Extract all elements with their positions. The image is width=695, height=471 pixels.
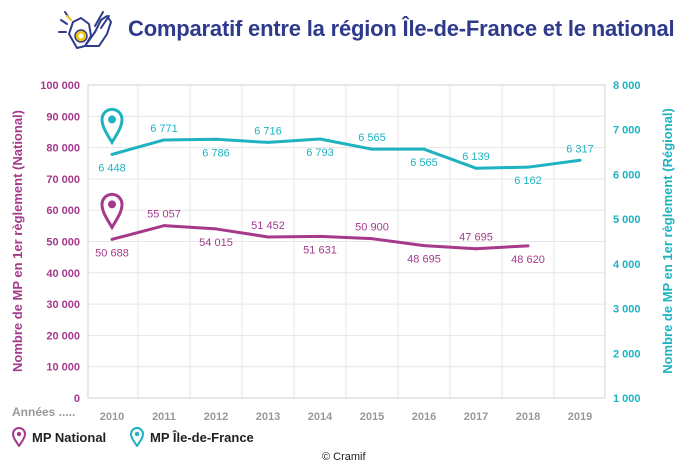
y-right-tick-label: 1 000 [613, 393, 641, 405]
y-right-axis-label: Nombre de MP en 1er règlement (Régional) [660, 108, 675, 374]
y-left-tick-label: 90 000 [46, 111, 80, 123]
data-point [162, 138, 166, 142]
map-pin-outline [100, 192, 124, 231]
data-point [110, 152, 114, 156]
data-label: 6 786 [202, 147, 230, 159]
data-label: 6 162 [514, 175, 542, 187]
series-line-regional [111, 137, 581, 170]
data-point [162, 224, 166, 228]
map-pin-dot [108, 200, 116, 209]
x-tick-label: 2010 [100, 411, 124, 423]
y-right-tick-label: 5 000 [613, 214, 641, 226]
plot-frame [87, 84, 606, 399]
data-point [370, 147, 374, 151]
x-tick-label: 2011 [152, 411, 176, 423]
data-label: 51 452 [251, 220, 285, 232]
y-left-tick-label: 20 000 [46, 330, 80, 342]
data-label: 48 695 [407, 254, 441, 266]
y-right-tick-label: 3 000 [613, 304, 641, 316]
x-tick-label: 2013 [256, 411, 280, 423]
map-pin-dot [108, 115, 116, 124]
x-tick-label: 2015 [360, 411, 384, 423]
data-label: 55 057 [147, 209, 181, 221]
legend-label-regional: MP Île-de-France [150, 429, 254, 445]
page-title: Comparatif entre la région Île-de-France… [128, 16, 675, 41]
y-right-tick-label: 8 000 [613, 80, 641, 92]
x-tick-label: 2012 [204, 411, 228, 423]
data-point [578, 158, 582, 162]
data-point [214, 227, 218, 231]
data-label: 48 620 [511, 254, 545, 266]
data-point [370, 237, 374, 241]
y-right-tick-label: 6 000 [613, 169, 641, 181]
data-point [266, 235, 270, 239]
data-label: 6 139 [462, 151, 490, 163]
x-tick-label: 2014 [308, 411, 333, 423]
x-tick-label: 2019 [568, 411, 592, 423]
y-left-tick-label: 80 000 [46, 143, 80, 155]
data-label: 6 317 [566, 143, 594, 155]
data-point [266, 140, 270, 144]
y-left-tick-label: 60 000 [46, 205, 80, 217]
data-label: 6 448 [98, 162, 126, 174]
data-point [318, 137, 322, 141]
y-left-axis-label: Nombre de MP en 1er règlement (National) [10, 110, 25, 372]
y-left-tick-label: 100 000 [40, 80, 80, 92]
data-point [526, 244, 530, 248]
data-label: 51 631 [303, 244, 337, 256]
data-point [526, 165, 530, 169]
legend-regional: MP Île-de-France [130, 427, 254, 447]
x-axis-label: Années ..... [12, 405, 75, 419]
map-pin-icon [130, 427, 144, 447]
y-left-tick-label: 70 000 [46, 174, 80, 186]
map-pin-icon [100, 192, 124, 231]
map-pin-icon [12, 427, 26, 447]
y-left-tick-label: 40 000 [46, 268, 80, 280]
data-label: 6 793 [306, 147, 334, 159]
copyright: © Cramif [322, 451, 366, 463]
data-point [318, 234, 322, 238]
data-point [422, 147, 426, 151]
data-point [422, 244, 426, 248]
data-label: 50 900 [355, 222, 389, 234]
x-tick-label: 2017 [464, 411, 488, 423]
data-point [110, 237, 114, 241]
y-left-tick-label: 10 000 [46, 362, 80, 374]
map-pin-outline [100, 107, 124, 146]
data-label: 6 565 [410, 157, 438, 169]
map-pin-icon [100, 107, 124, 146]
gloves-hands-icon [55, 6, 119, 61]
y-left-tick-label: 50 000 [46, 237, 80, 249]
y-right-tick-label: 2 000 [613, 348, 641, 360]
data-label: 47 695 [459, 232, 493, 244]
y-left-tick-label: 30 000 [46, 299, 80, 311]
data-point [474, 247, 478, 251]
x-tick-label: 2018 [516, 411, 540, 423]
data-label: 6 716 [254, 125, 282, 137]
data-label: 54 015 [199, 237, 233, 249]
y-right-tick-label: 4 000 [613, 259, 641, 271]
data-point [474, 166, 478, 170]
x-tick-label: 2016 [412, 411, 436, 423]
legend-label-national: MP National [32, 429, 107, 445]
data-label: 6 565 [358, 132, 386, 144]
legend-national: MP National [12, 427, 106, 447]
y-left-tick-label: 0 [74, 393, 80, 405]
data-label: 6 771 [150, 123, 178, 135]
y-right-tick-label: 7 000 [613, 125, 641, 137]
data-point [214, 137, 218, 141]
data-label: 50 688 [95, 247, 129, 259]
